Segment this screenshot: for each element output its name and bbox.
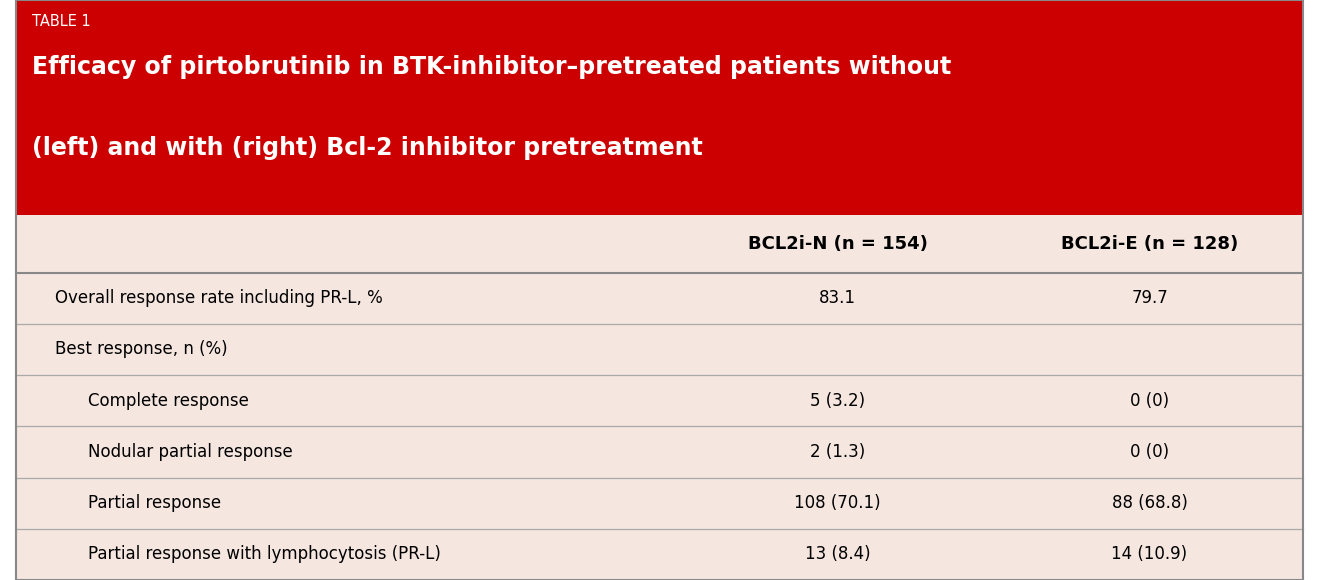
Text: (left) and with (right) Bcl-2 inhibitor pretreatment: (left) and with (right) Bcl-2 inhibitor … [32, 136, 703, 160]
Text: Efficacy of pirtobrutinib in BTK-inhibitor–pretreated patients without: Efficacy of pirtobrutinib in BTK-inhibit… [32, 55, 951, 79]
Text: 83.1: 83.1 [819, 289, 856, 307]
Text: BCL2i-E (n = 128): BCL2i-E (n = 128) [1060, 234, 1239, 253]
Text: Partial response: Partial response [88, 494, 222, 512]
Text: Nodular partial response: Nodular partial response [88, 443, 293, 461]
Text: Partial response with lymphocytosis (PR-L): Partial response with lymphocytosis (PR-… [88, 545, 442, 563]
Text: Complete response: Complete response [88, 392, 249, 409]
Text: Overall response rate including PR-L, %: Overall response rate including PR-L, % [55, 289, 383, 307]
Text: 5 (3.2): 5 (3.2) [810, 392, 865, 409]
Text: 0 (0): 0 (0) [1130, 443, 1169, 461]
Text: 88 (68.8): 88 (68.8) [1112, 494, 1187, 512]
Text: 79.7: 79.7 [1132, 289, 1167, 307]
Text: 14 (10.9): 14 (10.9) [1112, 545, 1187, 563]
Text: BCL2i-N (n = 154): BCL2i-N (n = 154) [748, 234, 927, 253]
Bar [16, 215, 1303, 580]
Text: 13 (8.4): 13 (8.4) [805, 545, 871, 563]
Text: 108 (70.1): 108 (70.1) [794, 494, 881, 512]
Bar [16, 0, 1303, 215]
Text: 0 (0): 0 (0) [1130, 392, 1169, 409]
Text: Best response, n (%): Best response, n (%) [55, 340, 228, 358]
Text: TABLE 1: TABLE 1 [32, 14, 91, 30]
Text: 2 (1.3): 2 (1.3) [810, 443, 865, 461]
